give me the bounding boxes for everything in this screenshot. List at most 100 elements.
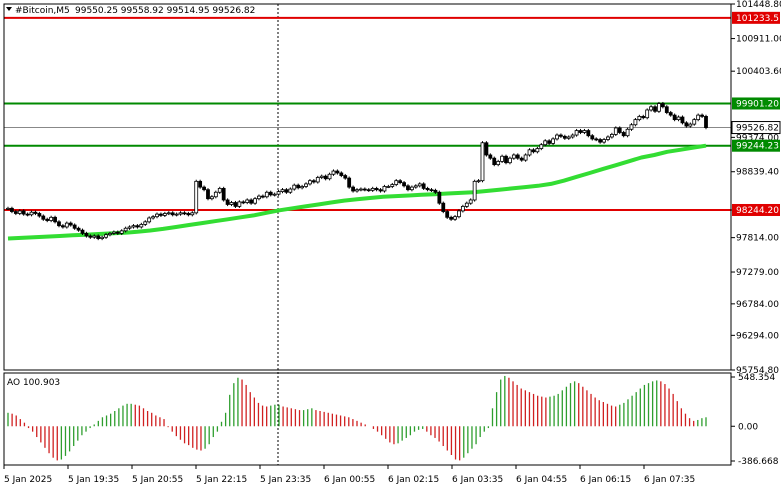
- candle-body: [402, 182, 406, 187]
- candle-body: [194, 180, 199, 214]
- candle-body: [398, 180, 403, 184]
- candle-body: [625, 128, 630, 137]
- candle-body: [539, 144, 544, 149]
- candle-body: [370, 188, 375, 191]
- candle-body: [366, 189, 371, 192]
- candle-body: [347, 177, 352, 188]
- candle-body: [355, 189, 359, 192]
- candle-body: [657, 103, 661, 112]
- current-price-label: 99526.82: [736, 124, 779, 134]
- candle-body: [170, 212, 175, 216]
- candle-body: [284, 189, 289, 193]
- candle-body: [602, 139, 606, 143]
- candle-body: [570, 134, 575, 138]
- y-tick-label: 100911.00: [736, 35, 781, 45]
- candle-body: [374, 188, 379, 191]
- x-tick-label: 6 Jan 07:35: [644, 475, 695, 485]
- candle-body: [10, 207, 14, 212]
- candle-body: [535, 148, 540, 153]
- candle-body: [166, 212, 171, 215]
- candle-body: [641, 116, 646, 119]
- level-price-label: 99901.20: [736, 99, 779, 109]
- candle-body: [472, 180, 477, 201]
- candle-body: [143, 221, 148, 225]
- symbol-label: #Bitcoin,M5: [15, 6, 70, 16]
- candle-body: [527, 149, 532, 156]
- candle-body: [382, 186, 387, 192]
- candle-body: [115, 231, 120, 234]
- candle-body: [147, 217, 152, 223]
- candle-body: [60, 225, 65, 228]
- price-labels: 101448.80 100911.00 100403.60 99374.00 98839…: [731, 0, 781, 467]
- candle-body: [84, 232, 89, 237]
- candle-body: [504, 155, 508, 164]
- candle-body: [515, 154, 520, 159]
- dropdown-arrow-icon[interactable]: [6, 7, 12, 11]
- candle-body: [331, 170, 336, 175]
- candle-body: [425, 188, 430, 191]
- candle-body: [225, 199, 230, 205]
- candle-body: [562, 135, 567, 139]
- ao-histogram: [7, 375, 707, 461]
- candle-body: [457, 210, 461, 218]
- candle-body: [6, 207, 10, 210]
- candle-body: [135, 225, 140, 228]
- candle-body: [543, 140, 548, 146]
- candle-body: [433, 189, 438, 193]
- candle-body: [417, 183, 422, 187]
- x-tick-label: 6 Jan 03:35: [452, 475, 503, 485]
- x-tick-label: 5 Jan 20:55: [132, 475, 183, 485]
- candle-body: [178, 212, 183, 215]
- candle-body: [139, 223, 144, 228]
- candle-body: [649, 106, 654, 111]
- candle-body: [296, 184, 301, 189]
- candle-body: [386, 186, 391, 188]
- candle-body: [441, 202, 446, 212]
- candle-body: [323, 175, 328, 180]
- candle-body: [492, 157, 497, 166]
- candle-body: [315, 177, 320, 183]
- candle-body: [409, 186, 414, 191]
- main-plot-frame: [3, 3, 732, 371]
- candle-body: [335, 170, 340, 174]
- ao-plot-frame: [3, 372, 732, 466]
- level-price-label: 99244.23: [736, 142, 779, 152]
- y-tick-label: 98839.40: [736, 168, 779, 178]
- candle-body: [327, 173, 332, 180]
- candle-body: [272, 193, 277, 196]
- candle-body: [49, 216, 54, 221]
- candle-body: [590, 135, 595, 140]
- candle-body: [668, 112, 673, 116]
- candle-body: [276, 191, 281, 195]
- candle-body: [41, 215, 46, 220]
- candle-body: [464, 202, 469, 207]
- candle-body: [609, 134, 614, 138]
- chart-header: #Bitcoin,M5 99550.25 99558.92 99514.95 9…: [6, 6, 255, 16]
- candle-body: [68, 222, 73, 226]
- candle-body: [155, 213, 159, 218]
- candle-body: [260, 195, 265, 198]
- candle-body: [511, 154, 516, 159]
- level-lines: [4, 16, 731, 211]
- level-price-label: 98244.20: [736, 206, 779, 216]
- candle-body: [429, 189, 434, 192]
- candle-body: [637, 116, 642, 121]
- candle-body: [311, 180, 316, 183]
- candle-body: [257, 195, 261, 200]
- candle-body: [29, 211, 34, 216]
- candle-body: [92, 235, 97, 238]
- candle-body: [555, 134, 559, 140]
- moving-average: [7, 143, 707, 241]
- x-tick-label: 5 Jan 22:15: [196, 475, 247, 485]
- candle-body: [378, 189, 383, 192]
- y-tick-label: 99374.00: [736, 133, 779, 143]
- x-tick-label: 6 Jan 06:15: [580, 475, 631, 485]
- candle-body: [174, 213, 179, 216]
- candle-body: [162, 213, 167, 216]
- candle-body: [508, 157, 512, 164]
- candle-body: [108, 232, 112, 236]
- candle-body: [213, 191, 218, 198]
- candle-body: [460, 205, 465, 212]
- y-tick-label: 100403.60: [736, 67, 781, 77]
- candle-body: [578, 130, 583, 133]
